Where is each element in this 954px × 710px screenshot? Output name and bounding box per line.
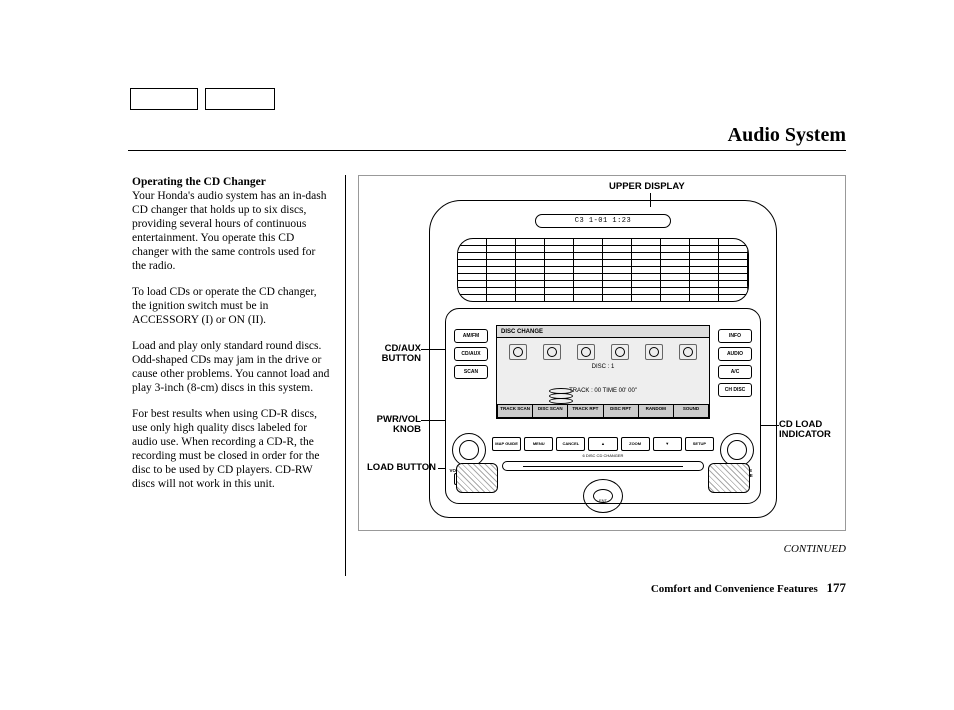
softkey: SOUND (673, 404, 709, 418)
setup-button: SETUP (685, 437, 714, 451)
zoom-in-button: ▲ (588, 437, 617, 451)
dashboard-figure: UPPER DISPLAY CD/AUX BUTTON PWR/VOL KNOB… (358, 175, 846, 531)
disc-slot-icon (543, 344, 561, 360)
disc-slot-icon (577, 344, 595, 360)
subheading: Operating the CD Changer (132, 176, 266, 188)
left-button-stack: AM/FM CD/AUX SCAN (454, 329, 488, 383)
callout-pwr-vol: PWR/VOL KNOB (367, 415, 421, 435)
amfm-button: AM/FM (454, 329, 488, 343)
cancel-button: CANCEL (556, 437, 585, 451)
continued-label: CONTINUED (784, 543, 846, 555)
screen-header: DISC CHANGE (497, 326, 709, 338)
callout-upper-display: UPPER DISPLAY (609, 182, 685, 192)
air-vent-grille (457, 238, 749, 302)
softkey: RANDOM (638, 404, 673, 418)
disc-slot-icon (679, 344, 697, 360)
zoom-label: ZOOM (621, 437, 650, 451)
zoom-out-button: ▼ (653, 437, 682, 451)
header-box-1 (130, 88, 198, 110)
disc-stack-icon (549, 388, 575, 404)
page-number: 177 (827, 580, 847, 595)
speaker-grille-right (708, 463, 750, 493)
cd-slot (502, 461, 704, 471)
paragraph-3: Load and play only standard round discs.… (132, 339, 332, 395)
scan-button: SCAN (454, 365, 488, 379)
screen-softkey-row: TRACK SCAN DISC SCAN TRACK RPT DISC RPT … (497, 404, 709, 418)
speaker-grille-left (456, 463, 498, 493)
column-divider (345, 175, 346, 576)
chdisc-button: CH DISC (718, 383, 752, 397)
paragraph-1: Operating the CD Changer Your Honda's aud… (132, 175, 332, 273)
dashboard-drawing: C3 1-01 1:23 AM/FM CD/AUX SCAN INFO AUDI… (429, 200, 777, 518)
lower-button-row: MAP GUIDE MENU CANCEL ▲ ZOOM ▼ SETUP (492, 437, 714, 451)
center-console: AM/FM CD/AUX SCAN INFO AUDIO A/C CH DISC… (445, 308, 761, 504)
map-button: MAP GUIDE (492, 437, 521, 451)
paragraph-4: For best results when using CD-R discs, … (132, 407, 332, 491)
nav-screen: DISC CHANGE DISC : 1 (496, 325, 710, 419)
body-text-column: Operating the CD Changer Your Honda's aud… (132, 175, 332, 503)
callout-cd-load-indicator: CD LOAD INDICATOR (779, 420, 837, 440)
disc-slot-icon (509, 344, 527, 360)
audio-button: AUDIO (718, 347, 752, 361)
screen-body: DISC : 1 TRACK : 00 TIME 00' 00" (501, 342, 705, 398)
pwr-vol-knob (452, 433, 486, 467)
page-title: Audio System (728, 124, 846, 147)
manual-page: Audio System Operating the CD Changer You… (0, 0, 954, 710)
menu-button: MENU (524, 437, 553, 451)
cd-slot-caption: 6 DISC CD CHANGER (446, 453, 760, 458)
right-button-stack: INFO AUDIO A/C CH DISC (718, 329, 752, 401)
screen-track-line: TRACK : 00 TIME 00' 00" (501, 388, 705, 394)
callout-cd-aux: CD/AUX BUTTON (367, 344, 421, 364)
info-button: INFO (718, 329, 752, 343)
upper-display-readout: C3 1-01 1:23 (535, 214, 671, 228)
title-rule (128, 150, 846, 151)
disc-slot-row (501, 344, 705, 360)
softkey: DISC RPT (603, 404, 638, 418)
screen-disc-label: DISC : 1 (501, 364, 705, 370)
disc-slot-icon (645, 344, 663, 360)
softkey: DISC SCAN (532, 404, 567, 418)
footer-section: Comfort and Convenience Features (651, 583, 818, 595)
cdaux-button: CD/AUX (454, 347, 488, 361)
para-1-text: Your Honda's audio system has an in-dash… (132, 190, 326, 272)
paragraph-2: To load CDs or operate the CD changer, t… (132, 285, 332, 327)
disc-slot-icon (611, 344, 629, 360)
tune-knob (720, 433, 754, 467)
header-box-2 (205, 88, 275, 110)
dash-inner: C3 1-01 1:23 AM/FM CD/AUX SCAN INFO AUDI… (439, 208, 767, 508)
ent-dial: ENT (583, 479, 623, 513)
ac-button: A/C (718, 365, 752, 379)
softkey: TRACK SCAN (497, 404, 532, 418)
page-footer: Comfort and Convenience Features 177 (651, 580, 846, 596)
softkey: TRACK RPT (567, 404, 602, 418)
